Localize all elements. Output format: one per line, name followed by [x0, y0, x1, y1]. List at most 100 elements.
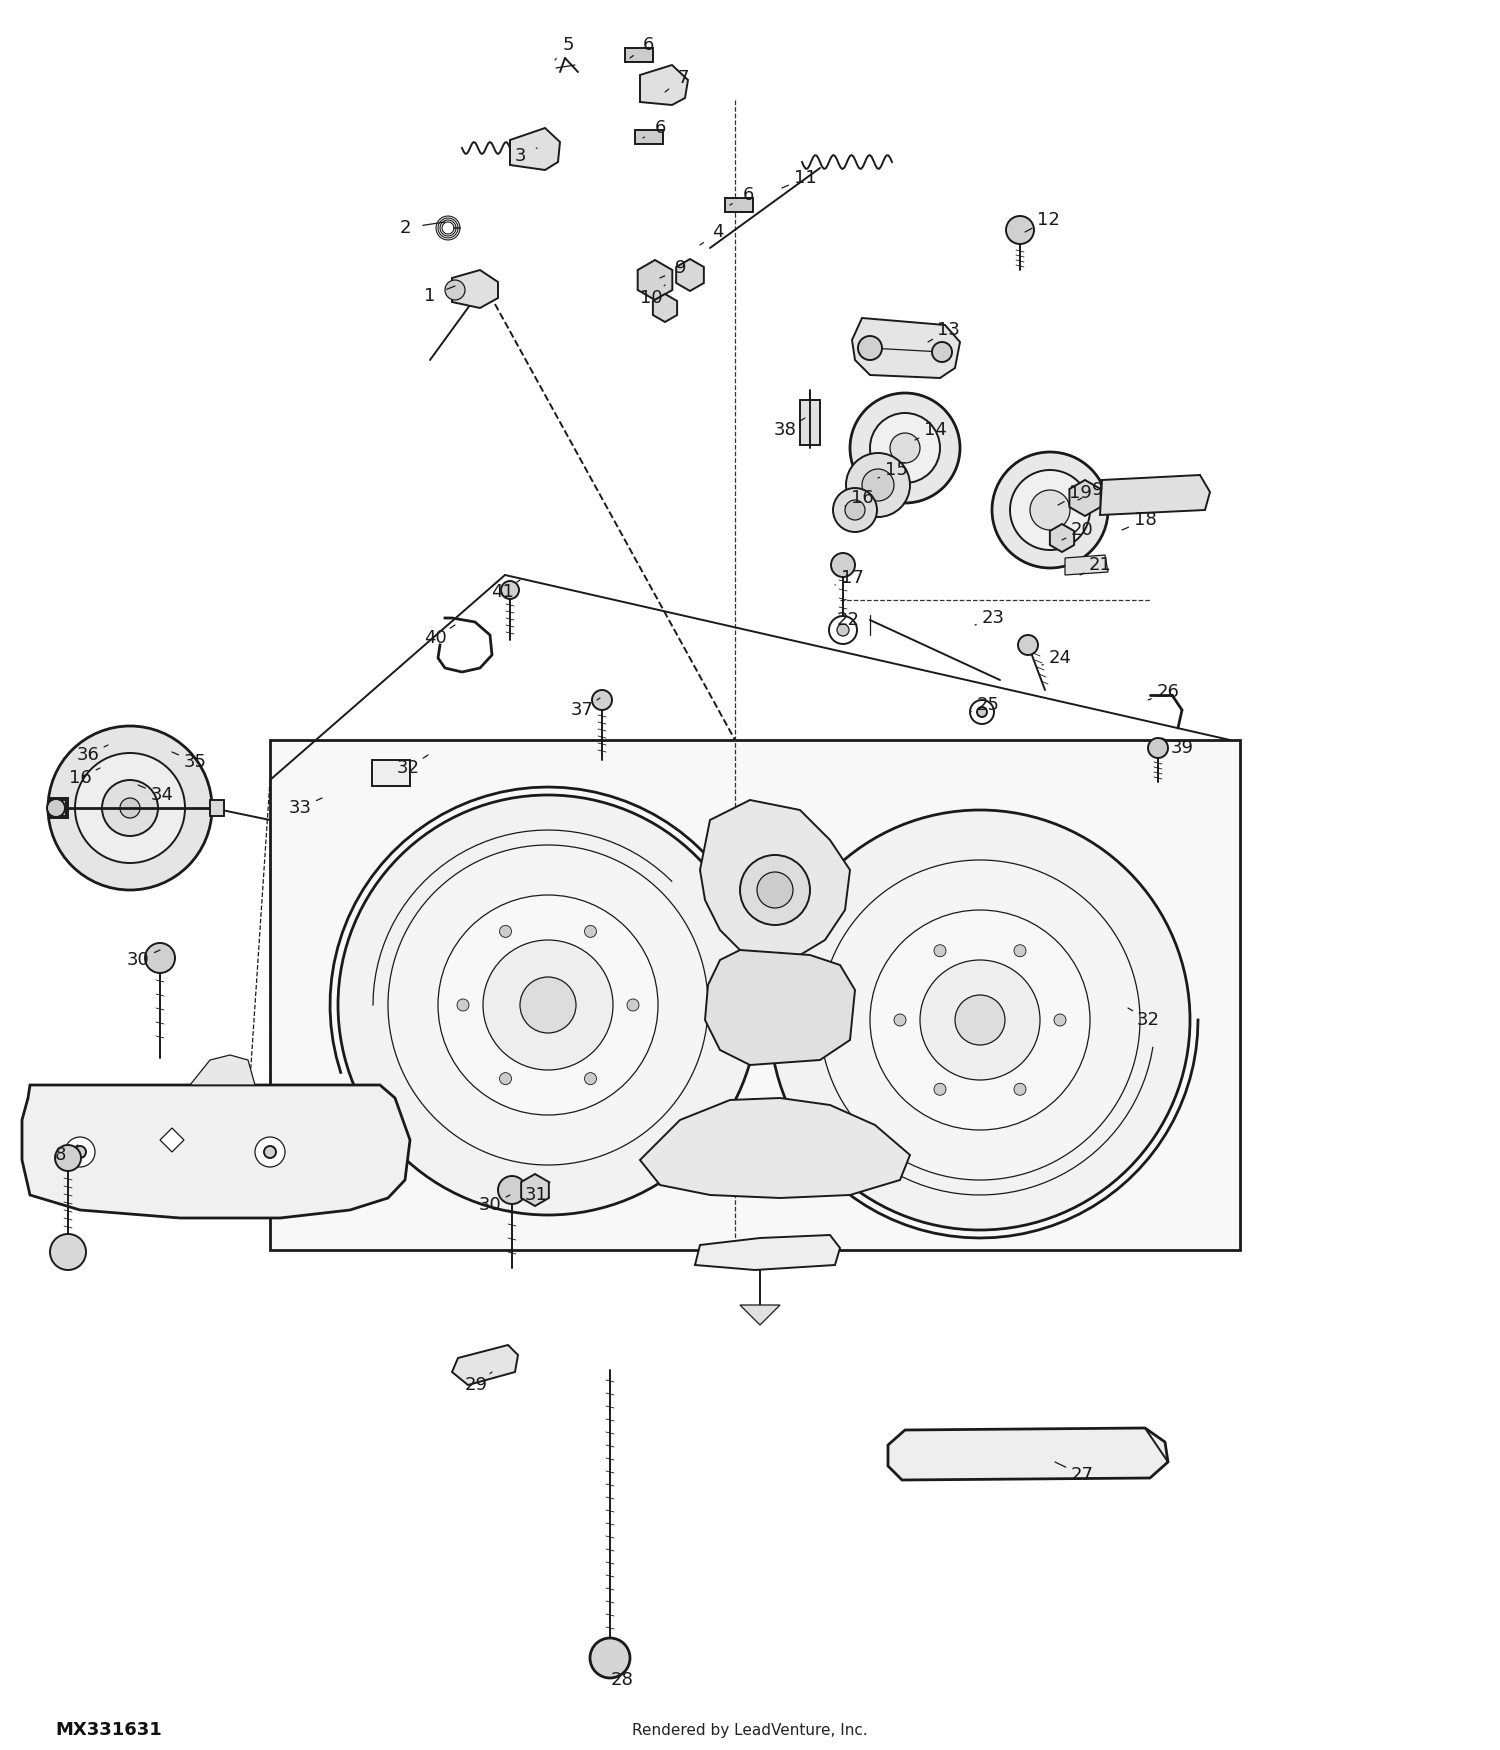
Text: Rendered by LeadVenture, Inc.: Rendered by LeadVenture, Inc. [632, 1722, 868, 1738]
Circle shape [858, 336, 882, 360]
Circle shape [46, 800, 64, 817]
Circle shape [388, 845, 708, 1166]
Circle shape [64, 1138, 94, 1167]
Bar [724, 198, 753, 212]
Circle shape [120, 798, 140, 817]
Circle shape [1007, 215, 1034, 243]
Text: 38: 38 [774, 422, 796, 439]
Text: 9: 9 [1092, 481, 1104, 499]
Text: 15: 15 [885, 460, 908, 480]
Text: 6: 6 [642, 37, 654, 54]
Polygon shape [694, 1236, 840, 1270]
Circle shape [592, 690, 612, 710]
Circle shape [483, 940, 614, 1069]
Bar [372, 760, 410, 786]
Text: 4: 4 [712, 222, 723, 242]
Text: 36: 36 [76, 746, 99, 765]
Text: 29: 29 [465, 1376, 488, 1395]
Polygon shape [740, 1306, 780, 1325]
Circle shape [501, 581, 519, 598]
Text: 21: 21 [1089, 556, 1112, 574]
Circle shape [255, 1138, 285, 1167]
Text: 7: 7 [676, 68, 688, 88]
Circle shape [850, 394, 960, 502]
Circle shape [438, 894, 658, 1115]
Polygon shape [1065, 555, 1108, 576]
Text: 13: 13 [936, 320, 960, 340]
Polygon shape [852, 318, 960, 378]
Bar [800, 401, 820, 444]
Circle shape [585, 1073, 597, 1085]
Text: 35: 35 [183, 752, 207, 772]
Text: 30: 30 [478, 1195, 501, 1214]
Text: 40: 40 [423, 628, 447, 648]
Circle shape [498, 1176, 526, 1204]
Circle shape [970, 700, 994, 724]
Text: 26: 26 [1156, 682, 1179, 702]
Text: 16: 16 [850, 488, 873, 508]
Circle shape [102, 780, 158, 836]
Text: 39: 39 [1170, 738, 1194, 758]
Text: 6: 6 [742, 186, 753, 205]
Circle shape [976, 707, 987, 717]
Circle shape [934, 1083, 946, 1096]
Circle shape [585, 926, 597, 938]
Circle shape [590, 1638, 630, 1678]
Polygon shape [700, 800, 850, 961]
Circle shape [500, 926, 512, 938]
Polygon shape [1100, 474, 1210, 514]
Circle shape [1010, 471, 1090, 550]
Circle shape [837, 625, 849, 635]
Text: 20: 20 [1071, 522, 1094, 539]
Circle shape [920, 961, 1040, 1080]
Circle shape [758, 872, 794, 908]
Polygon shape [640, 1097, 910, 1199]
Circle shape [870, 413, 940, 483]
Text: 2: 2 [399, 219, 411, 236]
Bar [626, 47, 652, 61]
Text: 17: 17 [840, 569, 864, 586]
Text: 41: 41 [490, 583, 513, 600]
Circle shape [48, 726, 211, 891]
Text: 🔥: 🔥 [658, 751, 842, 1048]
Text: 18: 18 [1134, 511, 1156, 528]
Circle shape [264, 1146, 276, 1158]
Text: 9: 9 [675, 259, 687, 276]
Circle shape [932, 341, 952, 362]
Text: 34: 34 [150, 786, 174, 803]
Text: 10: 10 [639, 289, 663, 306]
Text: 1: 1 [424, 287, 435, 304]
Circle shape [1019, 635, 1038, 654]
Circle shape [1030, 490, 1069, 530]
Polygon shape [160, 1129, 184, 1152]
Circle shape [992, 452, 1108, 569]
Text: 37: 37 [570, 702, 594, 719]
Text: 12: 12 [1036, 212, 1059, 229]
Circle shape [740, 856, 810, 926]
Text: 3: 3 [514, 147, 525, 164]
Circle shape [862, 469, 894, 500]
Text: 33: 33 [288, 800, 312, 817]
Text: MX331631: MX331631 [56, 1720, 162, 1740]
Circle shape [1014, 945, 1026, 957]
Bar [210, 800, 224, 816]
Circle shape [627, 999, 639, 1011]
Polygon shape [22, 1085, 410, 1218]
Text: 5: 5 [562, 37, 573, 54]
Text: 32: 32 [1137, 1011, 1160, 1029]
Text: 23: 23 [981, 609, 1005, 626]
Circle shape [870, 910, 1090, 1130]
Circle shape [1054, 1013, 1066, 1026]
Circle shape [833, 488, 878, 532]
Text: 30: 30 [126, 950, 150, 970]
Text: 11: 11 [794, 170, 816, 187]
Circle shape [830, 616, 856, 644]
Text: 27: 27 [1071, 1466, 1094, 1484]
Text: 8: 8 [54, 1146, 66, 1164]
Circle shape [146, 943, 176, 973]
Polygon shape [452, 1346, 518, 1384]
Text: 31: 31 [525, 1186, 548, 1204]
Circle shape [1014, 1083, 1026, 1096]
Circle shape [458, 999, 470, 1011]
Circle shape [770, 810, 1190, 1230]
